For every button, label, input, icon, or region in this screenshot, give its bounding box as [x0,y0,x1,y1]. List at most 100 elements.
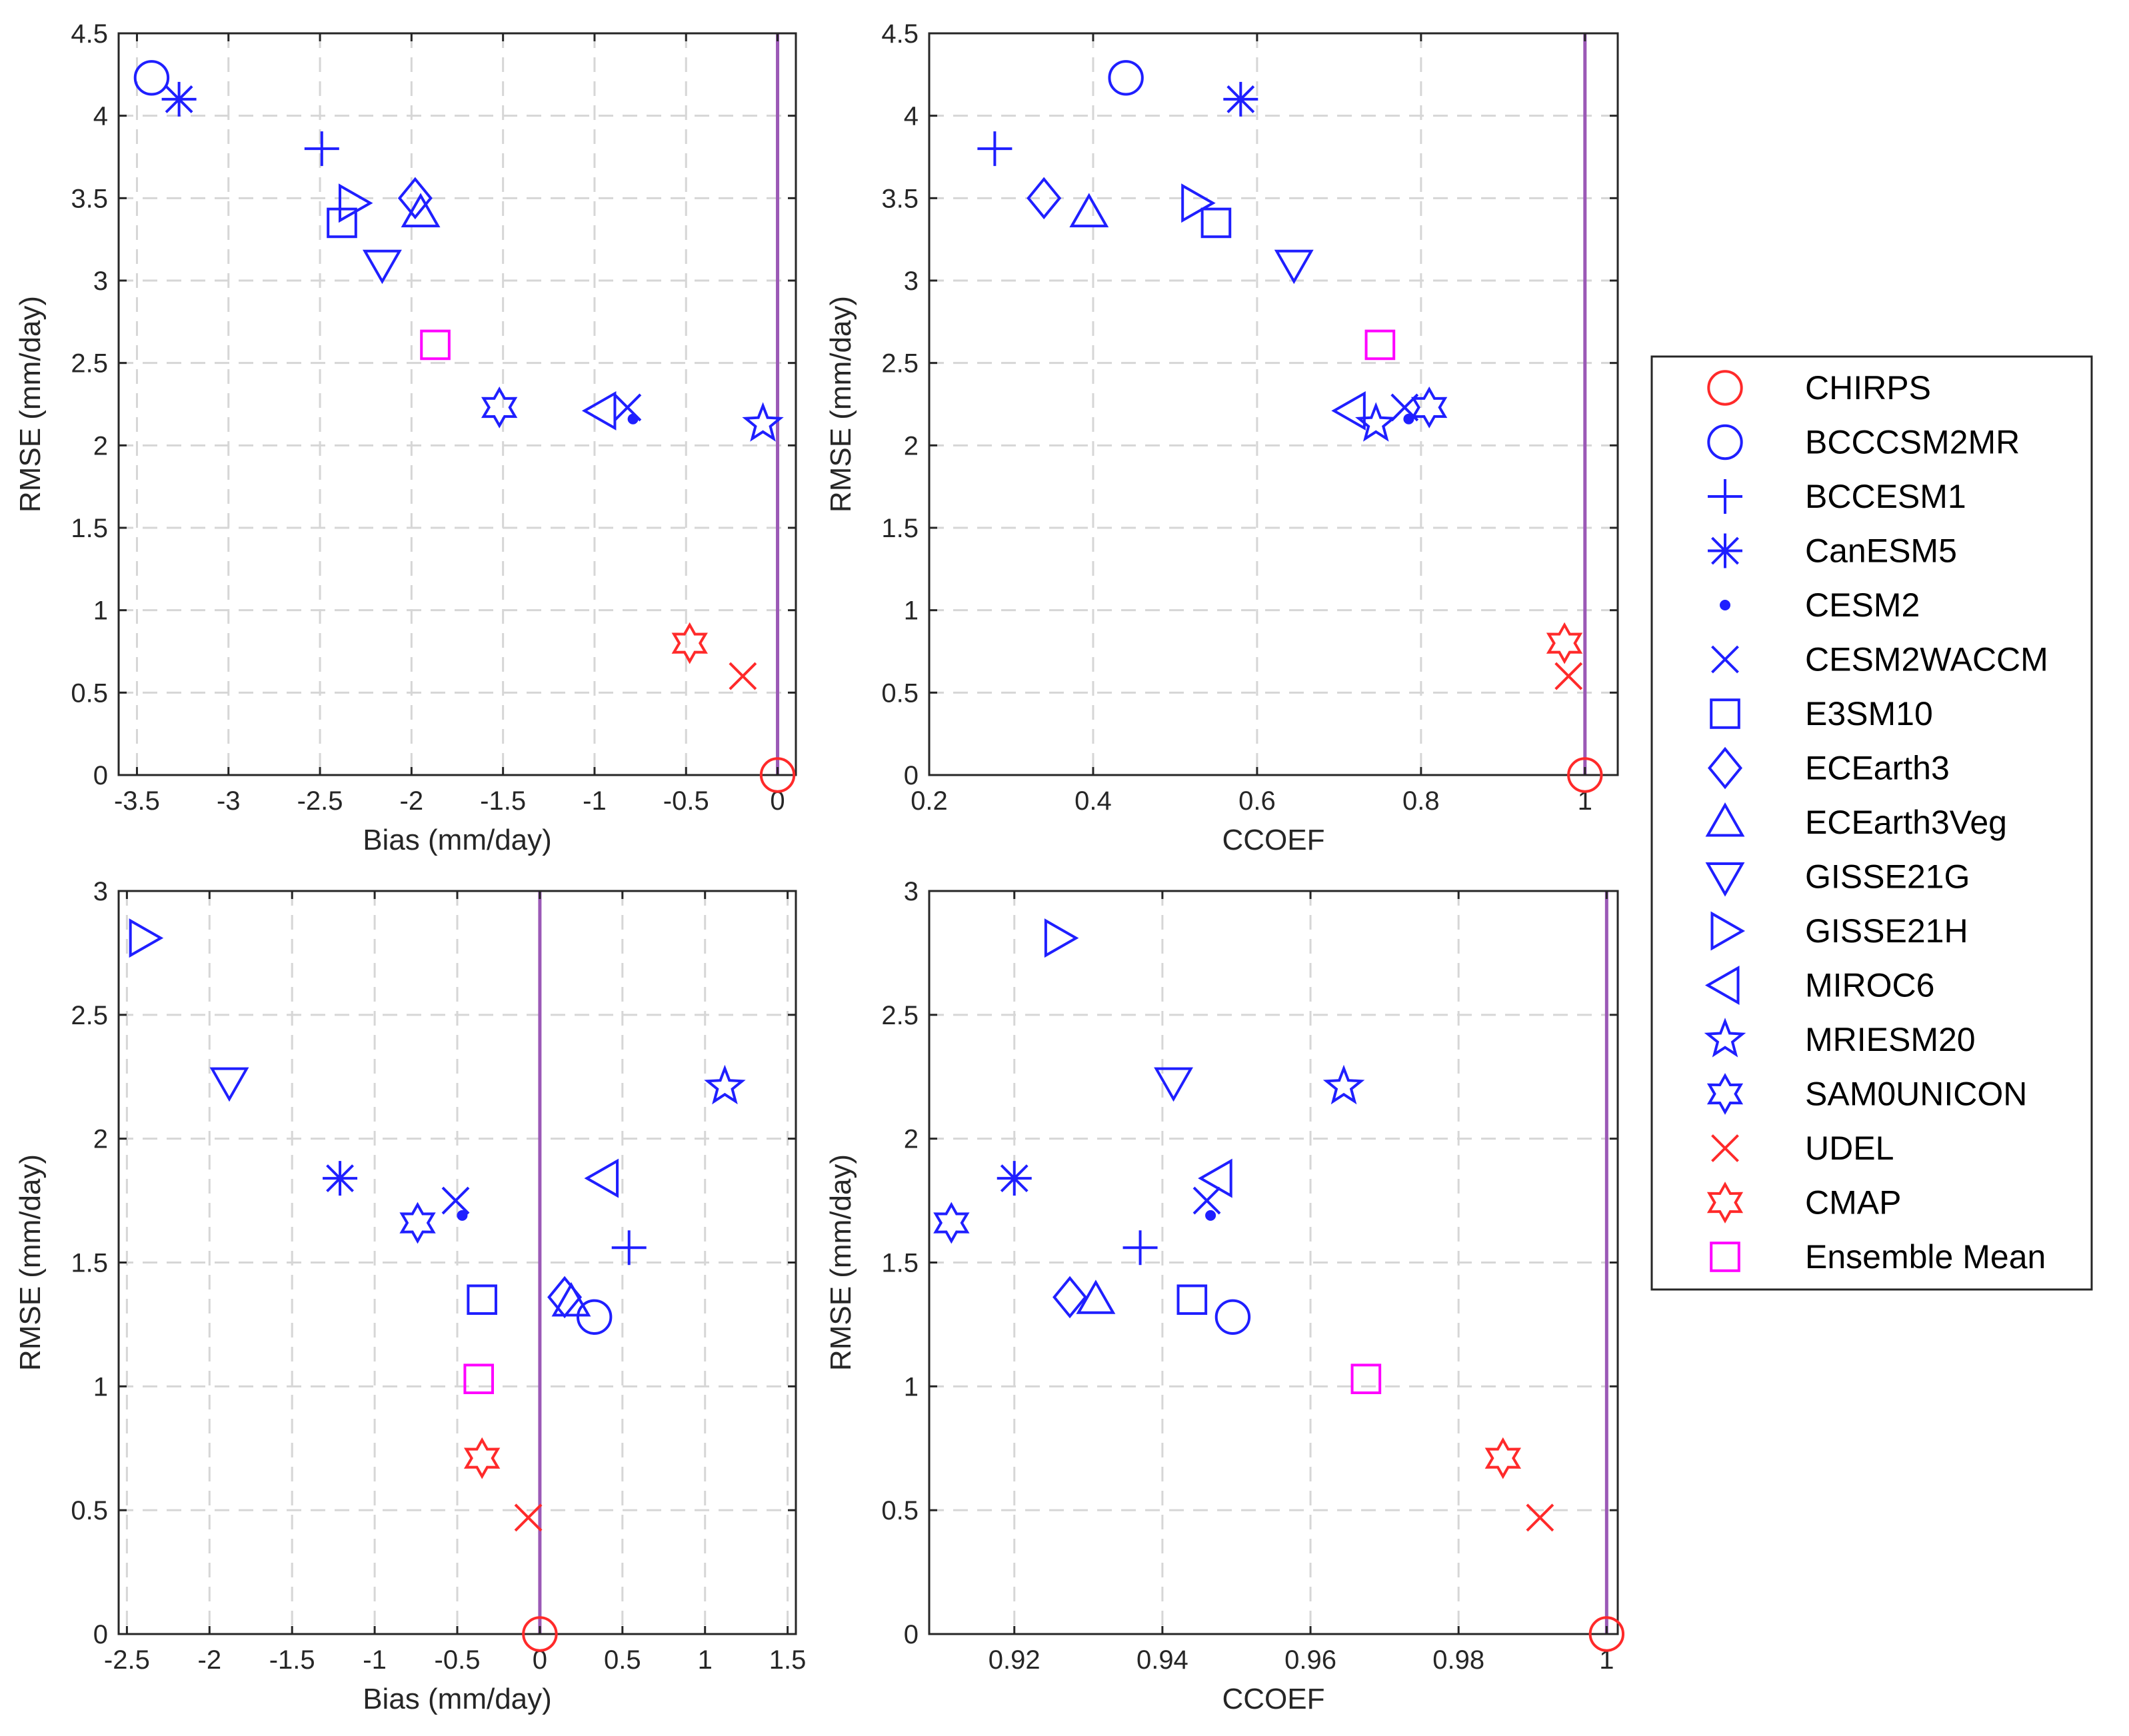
y-tick-label: 0 [904,1620,919,1649]
point-miroc6 [1331,391,1366,431]
y-tick-label: 2 [904,1125,919,1154]
point-cmap [1484,1437,1522,1479]
y-tick-label: 3 [93,267,108,296]
y-tick-label: 0.5 [71,1496,108,1525]
legend-marker-ecearth3veg [1705,802,1745,837]
legend-label: GISSE21G [1805,858,1970,896]
legend-item: BCCESM1 [1708,478,1966,515]
y-tick-label: 2 [904,431,919,460]
legend-label: CHIRPS [1805,369,1931,407]
legend-label: ECEarth3Veg [1805,804,2007,841]
point-ensemble-mean [420,329,451,361]
x-tick-label: 0 [533,1645,547,1675]
legend-item: UDEL [1711,1130,1894,1167]
legend-item: ECEarth3Veg [1705,802,2007,841]
panels: -3.5 -3 -2.5 -2 -1.5 -1 -0.5 0 0 0.5 1 1.5 2 2.5 3 3.5 4… [14,19,1625,1715]
legend-label: CanESM5 [1805,532,1957,570]
point-udel [729,662,757,690]
legend-label: UDEL [1805,1130,1894,1167]
x-tick-label: -1.5 [480,786,526,816]
point-mriesm20 [742,402,784,442]
point-cmap [671,622,708,664]
y-axis-label: RMSE (mm/day) [14,296,47,512]
legend-marker-cesm2 [1720,600,1730,610]
legend-label: BCCCSM2MR [1805,424,2020,461]
y-tick-label: 3 [904,877,919,906]
x-tick-label: -3 [217,786,241,816]
y-tick-label: 2.5 [881,1001,919,1030]
x-tick-label: 0.94 [1136,1645,1188,1675]
legend-item: GISSE21G [1705,858,1970,897]
legend-item: SAM0UNICON [1706,1073,2027,1115]
legend-item: ECEarth3 [1708,746,1950,790]
y-tick-label: 1.5 [881,1249,919,1278]
point-miroc6 [1198,1158,1232,1198]
x-axis-label: CCOEF [1222,1683,1325,1715]
point-bccesm1 [304,131,339,167]
y-tick-label: 4.5 [71,19,108,49]
axes-frame [117,32,797,776]
x-tick-label: -1 [583,786,607,816]
point-ecearth3veg [551,1282,591,1317]
y-tick-label: 1.5 [71,514,108,543]
legend-marker-canesm5 [1708,533,1742,568]
point-cesm2 [1403,413,1414,425]
legend-label: Ensemble Mean [1805,1238,2046,1276]
y-tick-label: 4 [93,102,108,131]
legend-marker-ensemble-mean [1710,1242,1740,1272]
legend-marker-ecearth3 [1708,746,1742,790]
legend-marker-e3sm10 [1710,698,1740,729]
scatter-panel-1: -3.5 -3 -2.5 -2 -1.5 -1 -0.5 0 0 0.5 1 1.5 2 2.5 3 3.5 4… [14,19,797,856]
x-axis-label: Bias (mm/day) [363,1683,552,1715]
point-gisse21g [1274,249,1314,285]
legend-label: BCCESM1 [1805,478,1966,515]
point-cesm2waccm [441,1186,470,1215]
point-bccesm1 [611,1230,647,1266]
x-tick-label: 0.96 [1284,1645,1336,1675]
point-chirps [1567,757,1603,793]
point-udel [514,1503,543,1532]
point-bccesm1 [977,131,1013,167]
y-tick-label: 0 [904,761,919,790]
legend-label: SAM0UNICON [1805,1076,2027,1113]
point-canesm5 [997,1161,1032,1196]
x-tick-label: 0.6 [1238,786,1276,816]
x-tick-label: 1 [1578,786,1592,816]
point-gisse21g [362,249,402,285]
legend-item: E3SM10 [1710,695,1933,732]
legend-marker-cesm2waccm [1711,645,1739,674]
x-tick-label: 0.8 [1402,786,1440,816]
legend-marker-miroc6 [1704,966,1740,1005]
y-tick-label: 0.5 [881,1496,919,1525]
point-e3sm10 [467,1284,497,1315]
y-tick-label: 1.5 [881,514,919,543]
x-tick-label: -2.5 [104,1645,150,1675]
x-tick-label: 0.4 [1074,786,1112,816]
point-e3sm10 [1200,207,1232,239]
x-tick-label: -3.5 [114,786,160,816]
point-udel [1526,1503,1554,1532]
legend-item: CanESM5 [1708,532,1957,570]
y-tick-label: 0 [93,761,108,790]
y-tick-label: 2 [93,1125,108,1154]
x-tick-label: 1 [1599,1645,1614,1675]
x-tick-label: -1 [363,1645,387,1675]
legend-label: CESM2 [1805,586,1920,624]
point-gisse21h [1044,918,1079,958]
y-tick-label: 0 [93,1620,108,1649]
y-tick-label: 3 [93,877,108,906]
legend: CHIRPS BCCCSM2MR BCCESM1 CanESM5 CESM2 CESM2W… [1650,355,2093,1291]
plot-area [929,33,1618,775]
legend-label: E3SM10 [1805,695,1933,732]
x-tick-label: 0.98 [1432,1645,1484,1675]
x-axis-label: Bias (mm/day) [363,824,552,856]
y-tick-label: 0.5 [71,678,108,708]
point-bcccsm2mr [1108,60,1144,96]
x-tick-label: -0.5 [435,1645,481,1675]
y-axis-label: RMSE (mm/day) [825,1154,857,1371]
point-canesm5 [161,81,197,117]
point-bcccsm2mr [576,1299,613,1335]
point-chirps [1588,1616,1625,1652]
point-chirps [522,1616,558,1652]
